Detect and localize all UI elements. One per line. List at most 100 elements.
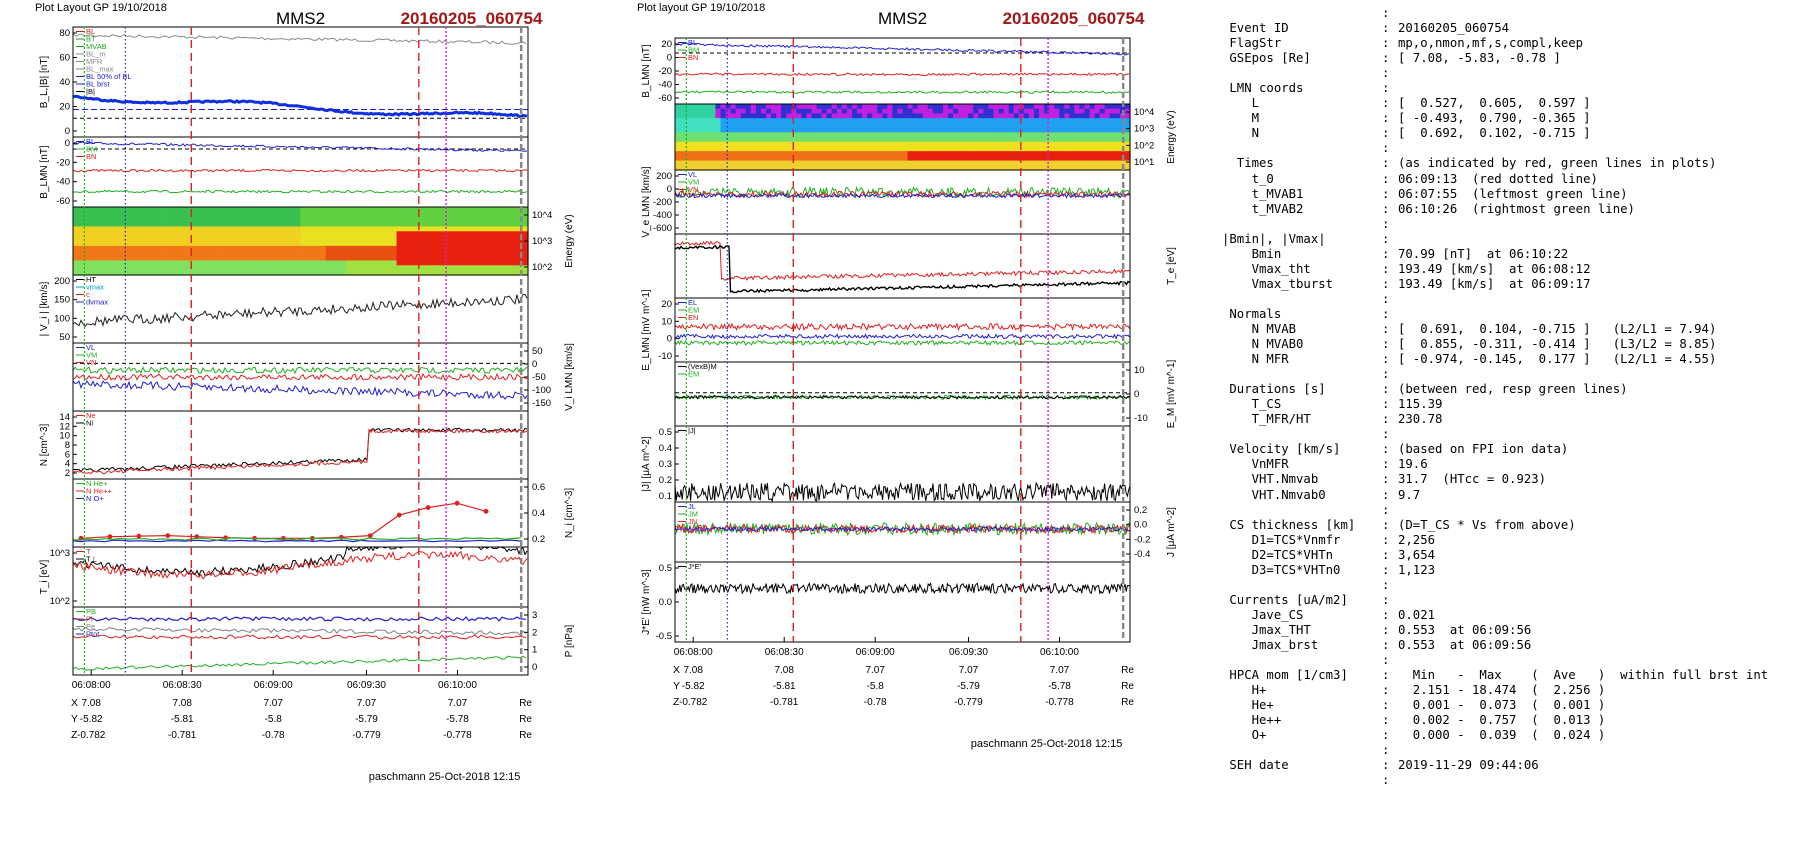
electron-spec-cell [796,137,802,143]
electron-spec-cell [1074,165,1081,171]
electron-spec-cell [932,137,939,143]
electron-spec-cell [766,155,772,162]
te-par-trace [674,240,1130,281]
electron-spec-cell [710,132,717,138]
jn-trace [674,523,1130,535]
ion-spec-cell [280,221,286,228]
ion-spec-cell [426,250,433,257]
ion-spec-cell [447,236,453,242]
info-value: 06:10:26 (rightmost green line) [1398,201,1635,216]
ion-spec-cell [396,211,403,218]
electron-spec-cell [791,151,797,157]
ion-spec-cell [234,226,241,232]
electron-spec-cell [948,137,954,143]
ion-spec-cell [209,270,216,276]
ion-spec-cell [239,265,246,271]
electron-spec-cell [1044,108,1050,115]
ion-spec-cell [189,245,195,252]
ion-spec-cell [346,226,352,232]
ion-spec-cell [113,207,120,213]
electron-spec-cell [942,141,949,148]
ion-spec-cell [320,231,327,237]
electron-spec-cell [740,160,747,166]
left_plot-tick-label: 150 [54,295,70,306]
electron-spec-cell [680,122,686,129]
ion-spec-cell [143,241,150,247]
ion-spec-cell [366,226,372,232]
bl-trace [72,94,528,119]
ion-spec-cell [229,207,236,213]
ion-spec-cell [320,216,327,223]
ion-spec-cell [113,270,120,276]
ion-spec-cell [391,250,398,257]
info-key: D3=TCS*VHTn0 [1222,562,1341,577]
info-value: [ -0.493, 0.790, -0.365 ] [1398,111,1591,126]
ion-spec-cell [320,250,327,257]
ion-spec-cell [386,241,393,247]
electron-spec-cell [892,141,899,148]
info-colon: : [1382,126,1390,141]
ion-spec-cell [396,241,403,247]
electron-spec-cell [851,118,858,124]
ion-spec-cell [93,245,99,252]
ion-spec-cell [396,260,403,266]
electron-spec-cell [922,151,929,157]
left_plot-panel-frame [72,410,529,480]
electron-spec-cell [685,132,691,138]
electron-spec-cell [963,108,969,115]
ion-spec-cell [346,216,352,223]
mid_plot-pos-value: -5.8 [867,681,885,692]
ion-spec-cell [275,245,281,252]
electron-spec-cell [1084,132,1091,138]
ion-spec-cell [98,250,104,257]
left_plot-legend-entry: c [86,290,90,299]
ion-spec-cell [179,265,185,271]
electron-spec-cell [695,132,701,138]
ion-spec-cell [340,207,347,213]
electron-spec-cell [988,113,995,119]
electron-spec-cell [882,132,888,138]
electron-spec-cell [786,113,792,119]
electron-spec-cell [1049,108,1055,115]
electron-spec-cell [1069,151,1075,157]
electron-spec-cell [867,113,873,119]
ion-spec-cell [143,250,150,257]
ion-spec-cell [512,241,519,247]
electron-spec-cell [1013,122,1020,129]
electron-spec-cell [755,146,762,152]
electron-spec-cell [998,155,1005,162]
electron-spec-cell [1109,104,1116,110]
ion-spec-cell [381,226,388,232]
electron-spec-cell [867,118,873,124]
electron-spec-cell [902,104,909,110]
ve-m-trace [674,185,1130,200]
ion-spec-cell [416,245,423,252]
ion-spec-cell [260,255,266,262]
info-colon: : [1382,141,1390,156]
ion-spec-cell [300,255,307,262]
ion-spec-cell [209,245,216,252]
info-row: N:[ 0.692, 0.102, -0.715 ] [1222,126,1797,141]
ion-spec-cell [199,250,206,257]
ion-spec-cell [351,260,357,266]
electron-spec-cell [846,132,853,138]
info-row: Durations [s]: (between red, resp green l… [1222,382,1797,397]
mid_plot-pos-unit: Re [1121,697,1134,708]
ion-spec-cell [315,211,322,218]
ion-spec-cell [123,241,130,247]
electron-spec-cell [705,151,711,157]
ion-spec-cell [148,265,155,271]
electron-spec-cell [831,132,838,138]
ion-spec-cell [411,245,418,252]
ion-spec-cell [93,241,99,247]
mid_plot-panel-border [674,37,1131,105]
info-row: Jave_CS:0.021 [1222,608,1797,623]
electron-spec-cell [1059,122,1065,129]
electron-spec-cell [872,127,878,133]
electron-spec-cell [1049,160,1055,166]
electron-spec-cell [1114,132,1121,138]
ion-spec-cell [270,211,276,218]
electron-spec-cell [937,151,944,157]
ion-spec-cell [103,241,109,247]
electron-spec-cell [735,165,742,171]
